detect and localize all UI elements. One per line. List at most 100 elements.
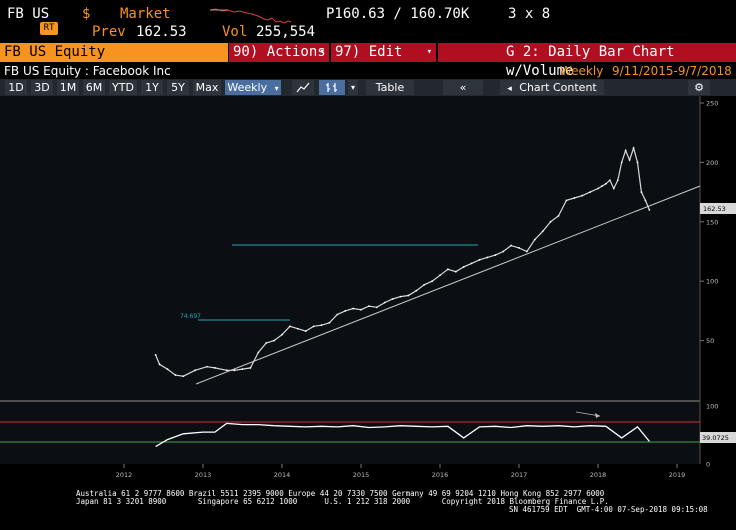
interval-caret-icon: ▾ (274, 84, 279, 93)
range-6m-button[interactable]: 6M (83, 80, 105, 95)
price-y-tick-label-4: 50 (706, 337, 714, 345)
price-point (174, 374, 177, 376)
period-label: Weekly (560, 64, 604, 78)
price-y-tick-label-2: 150 (706, 218, 718, 226)
range-1d-button[interactable]: 1D (5, 80, 27, 95)
price-point (352, 307, 354, 310)
price-point (510, 244, 512, 247)
line-chart-type-icon[interactable] (292, 80, 314, 95)
price-point (648, 209, 651, 211)
price-point (502, 250, 505, 253)
price-point (415, 289, 418, 292)
price-point (533, 238, 536, 241)
price-point (628, 159, 631, 161)
range-max-button[interactable]: Max (193, 80, 221, 95)
price-point (206, 365, 208, 368)
price-point (478, 258, 481, 261)
footer-line-2: Japan 81 3 3201 8900 Singapore 65 6212 1… (76, 497, 609, 506)
x-tick-label-1: 2013 (195, 471, 212, 479)
price-point (273, 339, 275, 342)
price-point (320, 324, 323, 327)
price-point (368, 305, 370, 308)
price-y-tick-label-1: 200 (706, 159, 718, 167)
price-point (158, 363, 161, 366)
ticker-label: FB US (7, 6, 50, 22)
range-5y-button[interactable]: 5Y (167, 80, 189, 95)
price-point (636, 161, 639, 164)
last-price-tag (700, 203, 736, 214)
price-point (597, 187, 599, 190)
price-point (644, 199, 647, 202)
x-tick-label-5: 2017 (511, 471, 528, 479)
actions-menu[interactable]: 90) Actions ▾ (229, 43, 329, 62)
price-y-tick-label-3: 100 (706, 278, 718, 286)
range-3d-button[interactable]: 3D (31, 80, 53, 95)
price-point (241, 368, 244, 371)
security-label: FB US Equity (4, 44, 106, 60)
intraday-sparkline (209, 8, 292, 24)
info-bar: FB US Equity : Facebook Inc Weekly 9/11/… (0, 63, 736, 79)
price-point (423, 283, 426, 286)
price-point (399, 295, 402, 298)
rsi-arrow-head-icon (595, 413, 600, 418)
price-point (581, 194, 584, 197)
actions-label: 90) Actions (233, 44, 326, 60)
quote-header: FB US $ Market P160.63 / 160.70K 3 x 8 R… (0, 0, 736, 40)
chart-type-caret-icon[interactable]: ▾ (348, 80, 358, 95)
range-ytd-button[interactable]: YTD (109, 80, 137, 95)
price-point (407, 294, 410, 297)
price-point (213, 367, 216, 369)
price-y-tick-label-0: 250 (706, 100, 718, 108)
edit-menu[interactable]: 97) Edit ▾ (331, 43, 436, 62)
security-field[interactable]: FB US Equity (0, 43, 228, 62)
price-point (616, 179, 619, 182)
price-point (375, 306, 378, 309)
rsi-y-tick-label-0: 100 (706, 403, 718, 411)
price-point (304, 330, 307, 332)
price-point (620, 161, 623, 164)
footer-line-1: Australia 61 2 9777 8600 Brazil 5511 239… (76, 489, 605, 498)
footer-line-3: SN 461759 EDT GMT-4:00 07-Sep-2018 09:15… (509, 505, 708, 514)
x-tick-label-6: 2018 (590, 471, 607, 479)
bid-ask-quote: P160.63 / 160.70K (326, 6, 470, 22)
range-1m-button[interactable]: 1M (57, 80, 79, 95)
realtime-badge: RT (40, 22, 58, 35)
x-tick-label-3: 2015 (353, 471, 370, 479)
price-point (486, 256, 489, 259)
price-point (549, 220, 552, 223)
interval-select[interactable]: Weekly ▾ (225, 80, 281, 95)
actions-caret-icon: ▾ (319, 47, 325, 57)
bar-chart-type-icon[interactable] (319, 80, 345, 95)
x-tick-label-4: 2016 (432, 471, 449, 479)
edit-caret-icon: ▾ (426, 47, 432, 57)
price-point (391, 298, 394, 300)
interval-label: Weekly (227, 81, 268, 94)
range-1y-button[interactable]: 1Y (141, 80, 163, 95)
level-74-label: 74.697 (180, 313, 201, 320)
x-tick-label-7: 2019 (669, 471, 686, 479)
price-series (154, 146, 651, 378)
vol-label: Vol (222, 24, 248, 40)
collapse-left-icon[interactable]: « (443, 80, 483, 95)
last-price-label: 162.53 (703, 205, 726, 213)
price-point (565, 199, 568, 202)
market-label: Market (120, 6, 171, 22)
price-point (526, 250, 528, 253)
settings-gear-icon[interactable]: ⚙ (688, 80, 710, 95)
price-point (439, 274, 441, 277)
price-point (328, 321, 331, 324)
currency-symbol: $ (82, 6, 91, 22)
date-range[interactable]: 9/11/2015-9/7/2018 (612, 64, 732, 78)
price-point (154, 353, 157, 356)
edit-label: 97) Edit (335, 44, 403, 60)
price-panel-bg (0, 96, 700, 400)
equity-name: FB US Equity : Facebook Inc (4, 64, 171, 78)
price-point (624, 149, 627, 152)
trendline (195, 185, 701, 385)
chart-content-button[interactable]: ◂ Chart Content (500, 80, 604, 95)
price-point (194, 369, 197, 372)
table-button[interactable]: Table (366, 80, 414, 95)
rsi-line (155, 422, 650, 448)
price-point (640, 191, 643, 193)
